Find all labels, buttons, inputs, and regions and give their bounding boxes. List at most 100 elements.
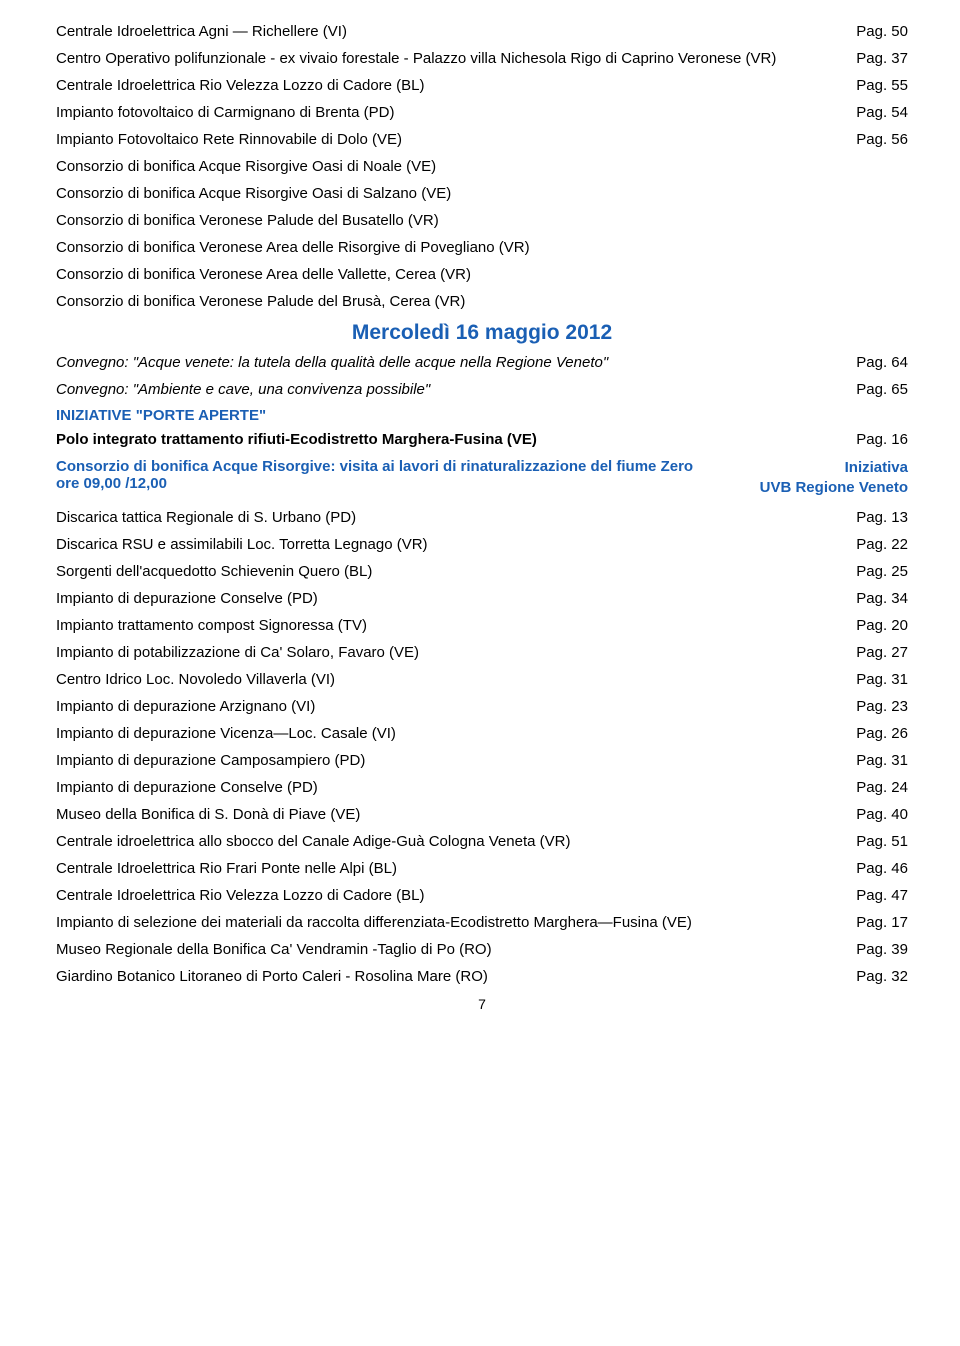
list-row: Consorzio di bonifica Acque Risorgive Oa… <box>56 153 908 180</box>
row-left: Consorzio di bonifica Acque Risorgive Oa… <box>56 158 828 175</box>
list-row: Sorgenti dell'acquedotto Schievenin Quer… <box>56 558 908 585</box>
row-left: Consorzio di bonifica Veronese Palude de… <box>56 293 828 310</box>
row-right: Pag. 27 <box>828 644 908 661</box>
row-right: Pag. 22 <box>828 536 908 553</box>
row-left: Centro Idrico Loc. Novoledo Villaverla (… <box>56 671 828 688</box>
convegno-right: Pag. 65 <box>828 381 908 398</box>
row-right: Pag. 39 <box>828 941 908 958</box>
row-right: Pag. 32 <box>828 968 908 985</box>
rows-bottom-container: Discarica tattica Regionale di S. Urbano… <box>56 504 908 990</box>
list-row: Discarica RSU e assimilabili Loc. Torret… <box>56 531 908 558</box>
row-right: Pag. 26 <box>828 725 908 742</box>
list-row: Centro Idrico Loc. Novoledo Villaverla (… <box>56 666 908 693</box>
list-row: Impianto di potabilizzazione di Ca' Sola… <box>56 639 908 666</box>
polo-row: Polo integrato trattamento rifiuti-Ecodi… <box>56 426 908 453</box>
page-number: 7 <box>56 990 908 1012</box>
list-row: Impianto di depurazione Vicenza—Loc. Cas… <box>56 720 908 747</box>
row-left: Centrale Idroelettrica Rio Velezza Lozzo… <box>56 887 828 904</box>
list-row: Impianto trattamento compost Signoressa … <box>56 612 908 639</box>
row-right: Pag. 17 <box>828 914 908 931</box>
list-row: Centrale Idroelettrica Agni — Richellere… <box>56 18 908 45</box>
list-row: Museo Regionale della Bonifica Ca' Vendr… <box>56 936 908 963</box>
row-left: Centrale idroelettrica allo sbocco del C… <box>56 833 828 850</box>
row-right: Pag. 24 <box>828 779 908 796</box>
list-row: Impianto Fotovoltaico Rete Rinnovabile d… <box>56 126 908 153</box>
row-right: Pag. 46 <box>828 860 908 877</box>
convegno-row: Convegno: "Acque venete: la tutela della… <box>56 349 908 376</box>
list-row: Centrale Idroelettrica Rio Velezza Lozzo… <box>56 882 908 909</box>
row-right: Pag. 54 <box>828 104 908 121</box>
consorzio-blue-right-line2: UVB Regione Veneto <box>760 479 908 496</box>
row-left: Museo della Bonifica di S. Donà di Piave… <box>56 806 828 823</box>
row-right: Pag. 31 <box>828 671 908 688</box>
row-left: Consorzio di bonifica Acque Risorgive Oa… <box>56 185 828 202</box>
row-left: Centrale Idroelettrica Rio Velezza Lozzo… <box>56 77 828 94</box>
row-right: Pag. 50 <box>828 23 908 40</box>
list-row: Discarica tattica Regionale di S. Urbano… <box>56 504 908 531</box>
row-right: Pag. 13 <box>828 509 908 526</box>
list-row: Centrale Idroelettrica Rio Frari Ponte n… <box>56 855 908 882</box>
row-right: Pag. 23 <box>828 698 908 715</box>
row-left: Impianto trattamento compost Signoressa … <box>56 617 828 634</box>
row-right: Pag. 51 <box>828 833 908 850</box>
list-row: Consorzio di bonifica Veronese Palude de… <box>56 288 908 315</box>
row-left: Consorzio di bonifica Veronese Area dell… <box>56 266 828 283</box>
row-right: Pag. 20 <box>828 617 908 634</box>
convegno-row: Convegno: "Ambiente e cave, una conviven… <box>56 376 908 403</box>
row-left: Centrale Idroelettrica Agni — Richellere… <box>56 23 828 40</box>
row-right: Pag. 25 <box>828 563 908 580</box>
row-left: Consorzio di bonifica Veronese Palude de… <box>56 212 828 229</box>
row-left: Discarica tattica Regionale di S. Urbano… <box>56 509 828 526</box>
iniziative-label: INIZIATIVE "PORTE APERTE" <box>56 403 908 426</box>
row-left: Giardino Botanico Litoraneo di Porto Cal… <box>56 968 828 985</box>
row-left: Impianto di depurazione Camposampiero (P… <box>56 752 828 769</box>
row-left: Impianto di depurazione Arzignano (VI) <box>56 698 828 715</box>
list-row: Impianto fotovoltaico di Carmignano di B… <box>56 99 908 126</box>
list-row: Museo della Bonifica di S. Donà di Piave… <box>56 801 908 828</box>
row-left: Impianto di potabilizzazione di Ca' Sola… <box>56 644 828 661</box>
row-left: Centrale Idroelettrica Rio Frari Ponte n… <box>56 860 828 877</box>
row-left: Centro Operativo polifunzionale - ex viv… <box>56 50 828 67</box>
polo-right: Pag. 16 <box>828 431 908 448</box>
row-left: Impianto di depurazione Conselve (PD) <box>56 590 828 607</box>
row-right: Pag. 31 <box>828 752 908 769</box>
convegno-left: Convegno: "Ambiente e cave, una conviven… <box>56 381 828 398</box>
row-left: Museo Regionale della Bonifica Ca' Vendr… <box>56 941 828 958</box>
list-row: Consorzio di bonifica Acque Risorgive Oa… <box>56 180 908 207</box>
list-row: Consorzio di bonifica Veronese Palude de… <box>56 207 908 234</box>
convegni-container: Convegno: "Acque venete: la tutela della… <box>56 349 908 403</box>
list-row: Impianto di selezione dei materiali da r… <box>56 909 908 936</box>
row-right: Pag. 47 <box>828 887 908 904</box>
consorzio-blue-right: Iniziativa UVB Regione Veneto <box>718 458 908 499</box>
consorzio-blue-left: Consorzio di bonifica Acque Risorgive: v… <box>56 458 718 492</box>
row-right: Pag. 34 <box>828 590 908 607</box>
list-row: Impianto di depurazione Conselve (PD)Pag… <box>56 774 908 801</box>
row-left: Impianto di selezione dei materiali da r… <box>56 914 828 931</box>
row-right: Pag. 56 <box>828 131 908 148</box>
list-row: Centro Operativo polifunzionale - ex viv… <box>56 45 908 72</box>
convegno-right: Pag. 64 <box>828 354 908 371</box>
list-row: Impianto di depurazione Camposampiero (P… <box>56 747 908 774</box>
list-row: Giardino Botanico Litoraneo di Porto Cal… <box>56 963 908 990</box>
list-row: Consorzio di bonifica Veronese Area dell… <box>56 261 908 288</box>
section-header: Mercoledì 16 maggio 2012 <box>56 315 908 349</box>
row-left: Impianto di depurazione Conselve (PD) <box>56 779 828 796</box>
consorzio-blue-right-line1: Iniziativa <box>845 459 908 476</box>
list-row: Impianto di depurazione Conselve (PD)Pag… <box>56 585 908 612</box>
row-right: Pag. 40 <box>828 806 908 823</box>
list-row: Centrale idroelettrica allo sbocco del C… <box>56 828 908 855</box>
polo-left: Polo integrato trattamento rifiuti-Ecodi… <box>56 431 828 448</box>
row-left: Consorzio di bonifica Veronese Area dell… <box>56 239 828 256</box>
row-right: Pag. 37 <box>828 50 908 67</box>
consorzio-blue-row: Consorzio di bonifica Acque Risorgive: v… <box>56 453 908 504</box>
row-left: Impianto di depurazione Vicenza—Loc. Cas… <box>56 725 828 742</box>
list-row: Centrale Idroelettrica Rio Velezza Lozzo… <box>56 72 908 99</box>
rows-top-container: Centrale Idroelettrica Agni — Richellere… <box>56 18 908 315</box>
row-right: Pag. 55 <box>828 77 908 94</box>
row-left: Discarica RSU e assimilabili Loc. Torret… <box>56 536 828 553</box>
row-left: Impianto Fotovoltaico Rete Rinnovabile d… <box>56 131 828 148</box>
convegno-left: Convegno: "Acque venete: la tutela della… <box>56 354 828 371</box>
row-left: Sorgenti dell'acquedotto Schievenin Quer… <box>56 563 828 580</box>
list-row: Impianto di depurazione Arzignano (VI)Pa… <box>56 693 908 720</box>
row-left: Impianto fotovoltaico di Carmignano di B… <box>56 104 828 121</box>
